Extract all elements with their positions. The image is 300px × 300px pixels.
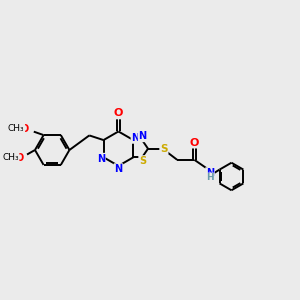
Text: O: O <box>190 138 199 148</box>
Text: N: N <box>97 154 105 164</box>
Text: O: O <box>21 124 29 134</box>
Text: S: S <box>139 156 146 166</box>
Text: N: N <box>114 164 122 174</box>
Text: N: N <box>139 131 147 141</box>
Text: N: N <box>131 133 140 143</box>
Text: O: O <box>114 108 123 118</box>
Text: N: N <box>206 168 214 178</box>
Text: CH₃: CH₃ <box>8 124 24 134</box>
Text: S: S <box>160 144 168 154</box>
Text: CH₃: CH₃ <box>2 153 19 162</box>
Text: H: H <box>206 173 214 182</box>
Text: O: O <box>16 153 24 163</box>
